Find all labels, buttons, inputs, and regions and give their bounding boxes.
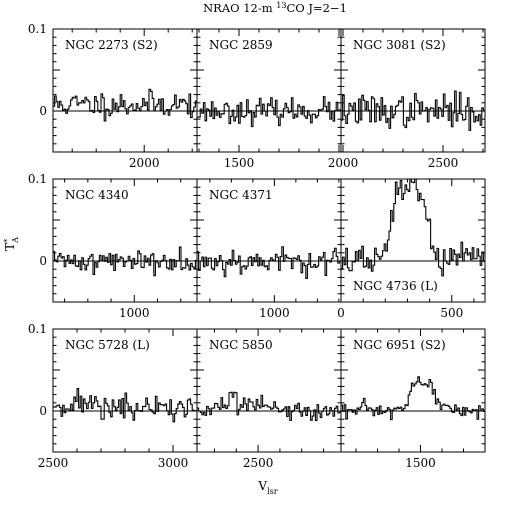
spectrum-panel: 2000 2500 NGC 3081 (S2): [328, 28, 486, 170]
spectrum-panel: 1000 0.1 0 NGC 4340: [28, 172, 198, 320]
figure-title: NRAO 12-m 13CO J=2−1: [203, 1, 347, 15]
spectrum-panel: 2500 NGC 5850: [196, 328, 342, 470]
x-tick-label: 0: [337, 306, 345, 320]
y-tick-label: 0.1: [28, 172, 47, 186]
figure-title-isotope: 13: [276, 1, 286, 10]
panel-label: NGC 5728 (L): [65, 338, 150, 352]
x-tick-label: 1500: [405, 456, 436, 470]
spectrum-trace: [197, 246, 341, 279]
x-tick-label: 1500: [224, 156, 255, 170]
y-axis-label-sup: *: [3, 239, 12, 243]
spectrum-trace: [53, 388, 197, 423]
panel-label: NGC 4736 (L): [353, 279, 438, 293]
spectrum-panel: 1500 NGC 2859: [196, 28, 342, 170]
x-tick-label: 2500: [38, 456, 69, 470]
x-tick-label: 1000: [119, 306, 150, 320]
panel-label: NGC 2273 (S2): [65, 38, 158, 52]
panel-frame: [340, 28, 486, 153]
x-axis-label-sub: lsr: [267, 487, 278, 496]
x-axis-label-main: V: [257, 479, 267, 493]
panel-label: NGC 4371: [209, 188, 273, 202]
panel-grid: 2000 0.1 0 NGC 2273 (S2) 1500 NGC 2859 2000 250…: [28, 22, 486, 470]
y-tick-label: 0.1: [28, 322, 47, 336]
panel-label: NGC 3081 (S2): [353, 38, 446, 52]
y-axis-label: T*A: [3, 237, 20, 251]
panel-label: NGC 6951 (S2): [353, 338, 446, 352]
x-tick-label: 500: [440, 306, 463, 320]
panel-frame: [340, 178, 486, 303]
panel-label: NGC 5850: [209, 338, 273, 352]
panel-frame: [340, 328, 486, 453]
y-tick-label: 0: [39, 254, 47, 268]
panel-label: NGC 4340: [65, 188, 129, 202]
x-tick-label: 2500: [243, 456, 274, 470]
y-tick-label: 0: [39, 104, 47, 118]
spectrum-trace: [341, 178, 485, 277]
y-tick-label: 0: [39, 404, 47, 418]
spectrum-trace: [53, 88, 197, 122]
spectrum-trace: [341, 90, 485, 131]
x-tick-label: 2500: [428, 156, 459, 170]
spectrum-trace: [197, 96, 341, 128]
x-tick-label: 2000: [328, 156, 359, 170]
x-tick-label: 3000: [158, 456, 189, 470]
x-axis-label: Vlsr: [257, 479, 277, 496]
panel-label: NGC 2859: [209, 38, 273, 52]
spectrum-panel: 2000 0.1 0 NGC 2273 (S2): [28, 22, 198, 170]
spectrum-trace: [341, 376, 485, 421]
x-tick-label: 1000: [259, 306, 290, 320]
figure-title-rest: CO J=2−1: [286, 1, 346, 15]
y-axis-label-main: T: [3, 243, 17, 251]
spectrum-panel: 2500 3000 0.1 0 NGC 5728 (L): [28, 322, 198, 470]
spectrum-panel: 1500 NGC 6951 (S2): [340, 328, 486, 470]
spectrum-panel: 1000 NGC 4371: [196, 178, 342, 320]
spectrum-trace: [53, 246, 197, 277]
y-axis-label-sub: A: [11, 237, 20, 244]
y-tick-label: 0.1: [28, 22, 47, 36]
x-tick-label: 2000: [129, 156, 160, 170]
spectrum-trace: [197, 391, 341, 422]
figure-title-main: NRAO 12-m: [203, 1, 276, 15]
